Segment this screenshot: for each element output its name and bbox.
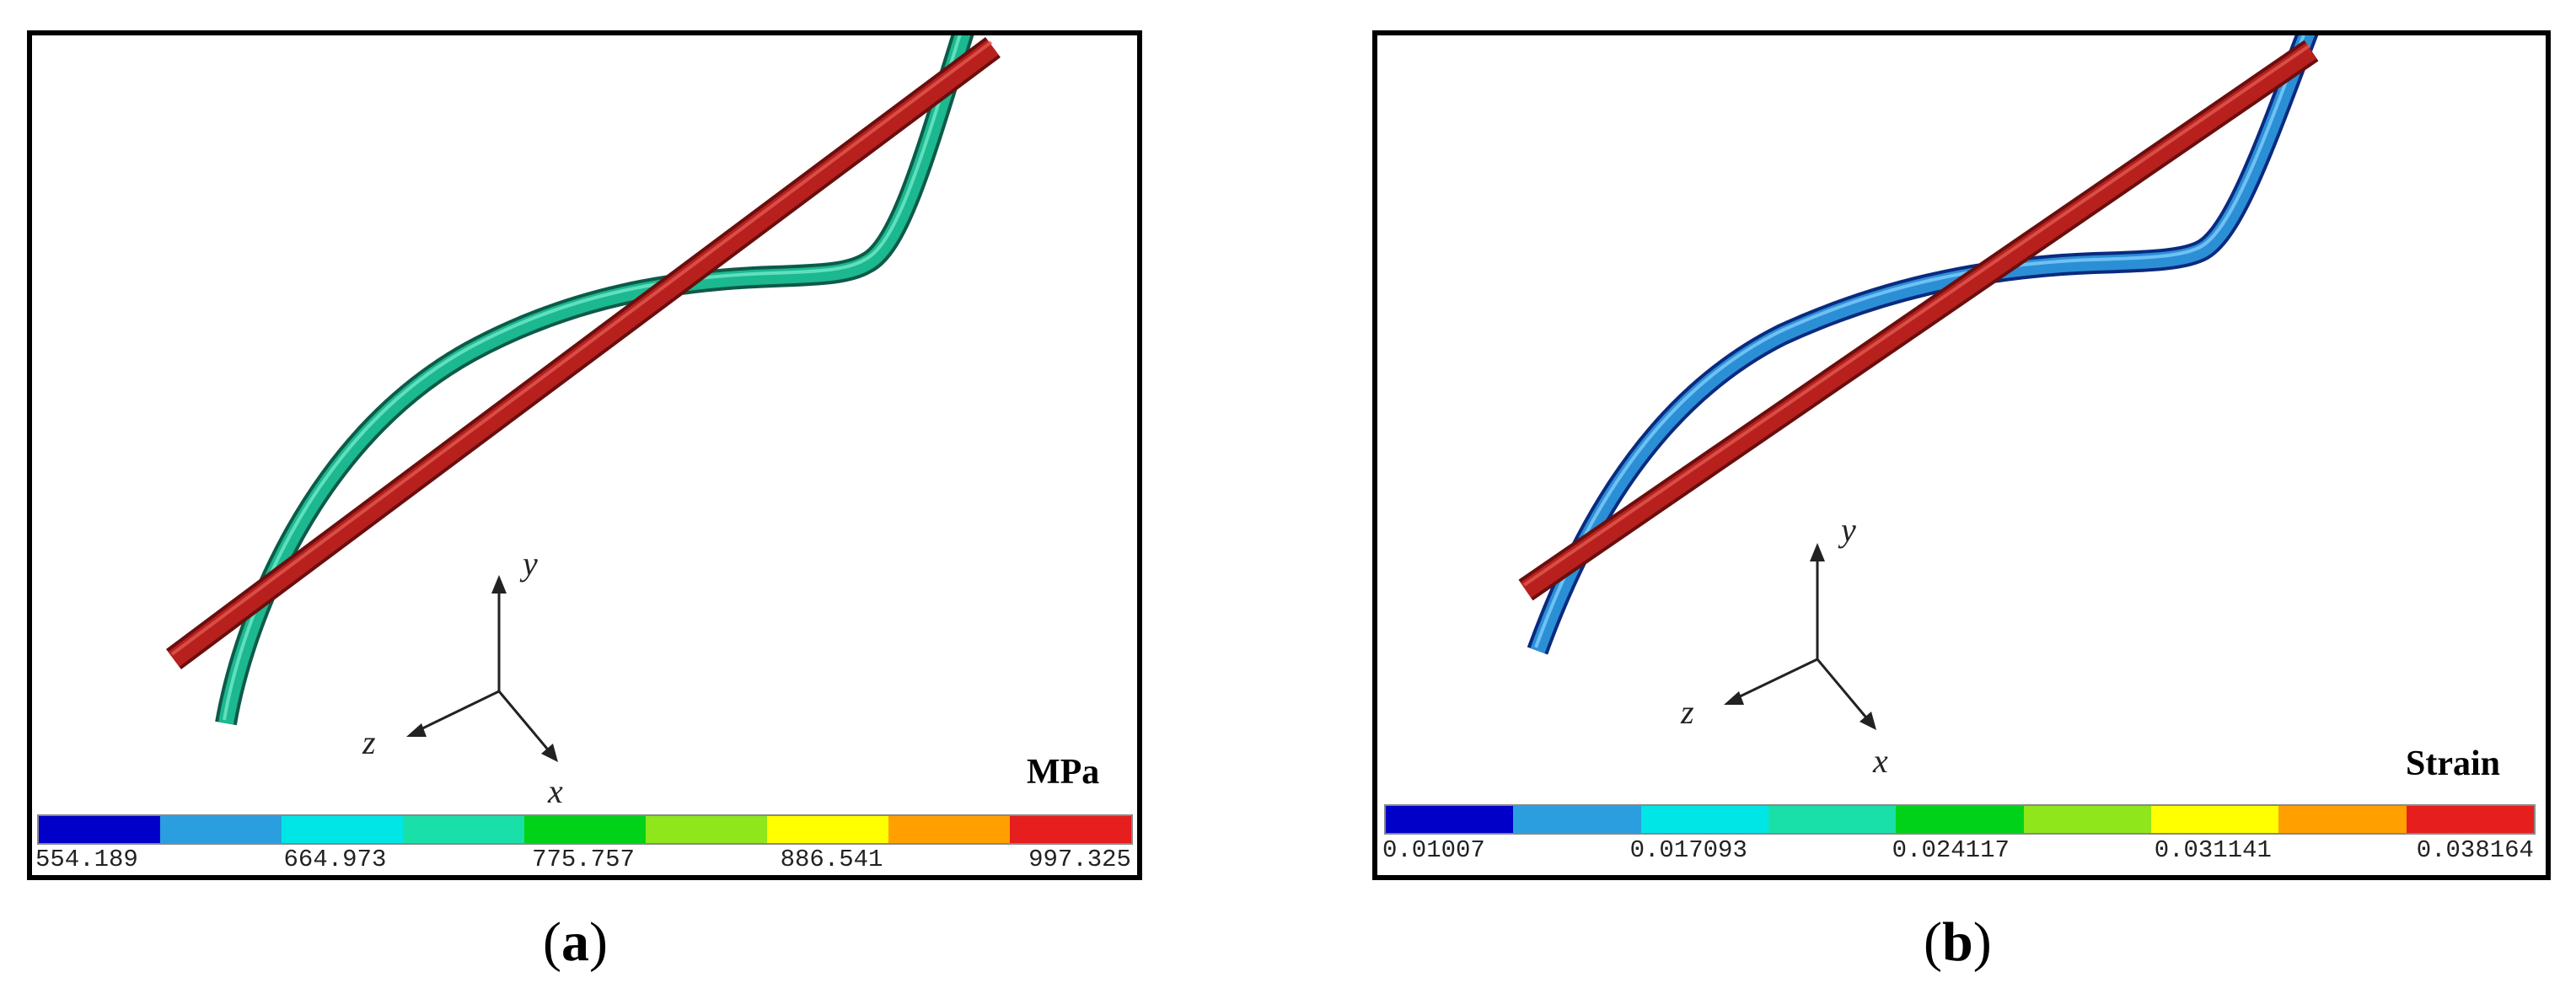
tick-label: 886.541	[780, 846, 883, 873]
tick-label: 664.973	[283, 846, 387, 873]
colorbar-swatch	[767, 816, 888, 843]
z-axis-label: z	[362, 723, 376, 761]
unit-label: Strain	[2406, 744, 2501, 783]
colorbar-swatch	[2023, 806, 2151, 833]
caption-a: (a)	[543, 910, 608, 975]
strain-contour-plot: y z x	[1518, 35, 2319, 780]
tick-label: 0.038164	[2416, 836, 2534, 864]
colorbar-swatch	[1513, 806, 1641, 833]
y-axis-label: y	[519, 545, 538, 583]
bar-highlight	[170, 40, 993, 656]
panel-b-strain: y z x Strain 0.01007 0.017093 0.024117 0…	[1372, 30, 2551, 880]
caption-letter: a	[561, 911, 589, 973]
colorbar	[1384, 804, 2536, 835]
tick-label: 0.031141	[2154, 836, 2272, 864]
colorbar-swatch	[1640, 806, 1768, 833]
unit-label: MPa	[1027, 753, 1100, 792]
y-axis-label: y	[1838, 511, 1856, 549]
straight-bar	[1520, 42, 2317, 599]
colorbar-swatch	[1768, 806, 1897, 833]
z-axis-label: z	[1680, 693, 1694, 731]
colorbar-swatch	[2406, 806, 2534, 833]
colorbar-ticks: 0.01007 0.017093 0.024117 0.031141 0.038…	[1382, 836, 2534, 864]
caption-letter: b	[1941, 911, 1973, 973]
colorbar-swatch	[403, 816, 524, 843]
tick-label: 775.757	[532, 846, 635, 873]
x-axis-label: x	[1872, 742, 1888, 780]
tick-label: 0.017093	[1629, 836, 1747, 864]
stress-contour-plot: y z x	[166, 35, 1001, 810]
colorbar-ticks: 554.189 664.973 775.757 886.541 997.325	[35, 846, 1131, 873]
x-axis-label: x	[547, 772, 563, 810]
tick-label: 997.325	[1028, 846, 1131, 873]
caption-close: )	[1972, 911, 1992, 973]
bar-highlight	[1522, 44, 2311, 587]
coordinate-axes: y z x	[1680, 511, 1888, 780]
colorbar	[37, 814, 1133, 845]
colorbar-swatch	[39, 816, 160, 843]
colorbar-swatch	[282, 816, 403, 843]
colorbar-swatch	[2278, 806, 2407, 833]
colorbar-swatch	[524, 816, 646, 843]
tick-label: 554.189	[35, 846, 138, 873]
coordinate-axes: y z x	[362, 545, 563, 810]
tick-label: 0.01007	[1382, 836, 1485, 864]
colorbar-swatch	[2150, 806, 2279, 833]
colorbar-swatch	[1896, 806, 2024, 833]
colorbar-swatch	[888, 816, 1010, 843]
caption-open: (	[1924, 911, 1942, 973]
caption-open: (	[543, 911, 561, 973]
caption-close: )	[588, 911, 608, 973]
colorbar-swatch	[1010, 816, 1131, 843]
colorbar-swatch	[160, 816, 282, 843]
straight-bar	[168, 40, 999, 667]
colorbar-swatch	[1386, 806, 1514, 833]
colorbar-swatch	[646, 816, 767, 843]
panel-a-stress: y z x MPa 554.189 664.973 775.757 886.54…	[27, 30, 1142, 880]
tick-label: 0.024117	[1892, 836, 2010, 864]
caption-b: (b)	[1924, 910, 1992, 975]
